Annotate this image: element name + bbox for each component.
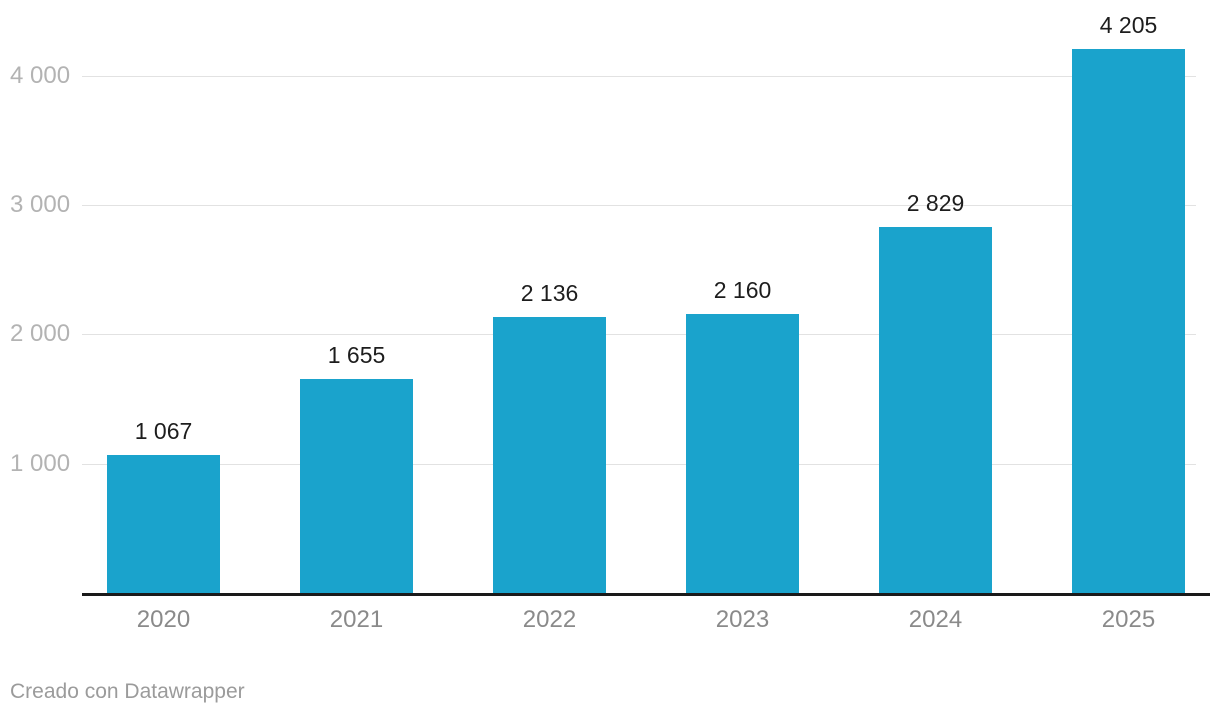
bar-2020[interactable] [107,455,220,593]
x-axis-line [82,593,1210,596]
bar-value-label-2021: 1 655 [327,342,386,368]
x-axis-label-2021: 2021 [329,606,384,633]
bar-value-label-2020: 1 067 [134,418,193,445]
bar-2022[interactable] [493,316,606,593]
y-axis-tick-label: 3 000 [10,191,71,219]
gridline-4000 [82,75,1196,77]
x-axis-label-2025: 2025 [1101,606,1156,633]
x-axis-label-2024: 2024 [908,606,963,633]
bar-value-label-2025: 4 205 [1099,12,1158,39]
bar-2021[interactable] [300,379,413,593]
x-axis-label-2023: 2023 [715,606,770,633]
bar-2024[interactable] [879,227,992,593]
bar-value-label-2022: 2 136 [520,279,579,306]
y-axis-tick-label: 2 000 [10,320,71,348]
x-axis-label-2020: 2020 [136,606,191,633]
y-axis-tick-label: 4 000 [10,61,71,89]
gridline-2000 [82,334,1196,336]
bar-2023[interactable] [686,313,799,593]
bar-2025[interactable] [1072,49,1185,593]
y-axis-tick-label: 1 000 [10,449,71,477]
bar-value-label-2023: 2 160 [713,276,772,303]
gridline-3000 [82,205,1196,207]
datawrapper-credit-link[interactable]: Creado con Datawrapper [10,680,245,703]
bar-value-label-2024: 2 829 [906,190,965,217]
x-axis-label-2022: 2022 [522,606,577,633]
gridline-1000 [82,463,1196,465]
